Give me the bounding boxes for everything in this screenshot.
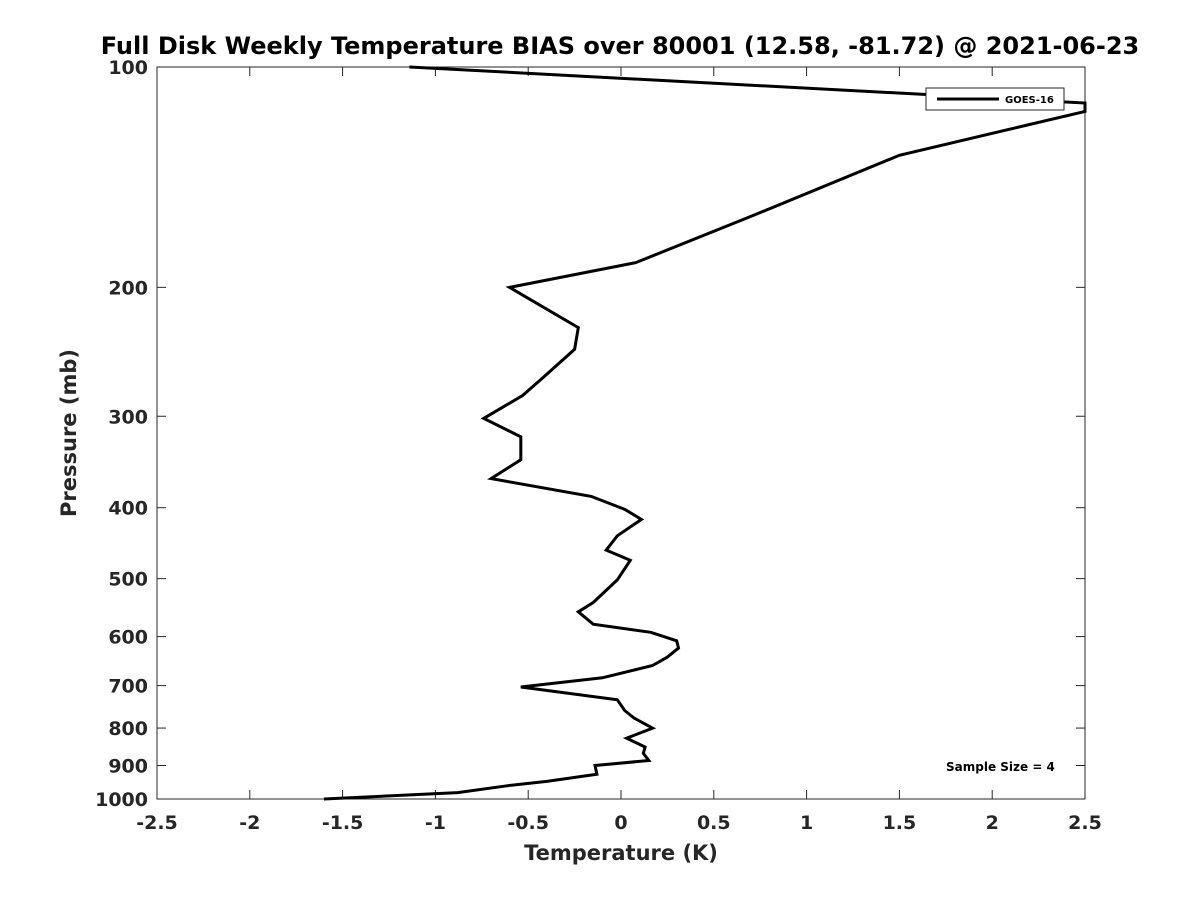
- x-tick-label: 2: [986, 812, 999, 834]
- y-axis-label: Pressure (mb): [57, 349, 81, 517]
- y-tick-label: 200: [108, 277, 148, 299]
- x-tick-label: -1: [425, 812, 446, 834]
- y-tick-label: 300: [108, 406, 148, 428]
- x-tick-label: -2: [239, 812, 260, 834]
- legend: GOES-16: [925, 87, 1065, 111]
- y-tick-label: 400: [108, 498, 148, 520]
- y-tick-label: 900: [108, 756, 148, 778]
- x-tick-label: -1.5: [322, 812, 364, 834]
- y-tick-label: 100: [108, 57, 148, 79]
- y-tick-label: 600: [108, 627, 148, 649]
- x-tick-label: 0: [614, 812, 627, 834]
- series-line-goes-16: [323, 65, 1087, 801]
- x-tick-label: 1.5: [883, 812, 917, 834]
- sample-size-annotation: Sample Size = 4: [946, 760, 1055, 774]
- plot-area: [156, 66, 1086, 800]
- legend-label-goes-16: GOES-16: [1005, 95, 1054, 106]
- x-tick-label: -2.5: [136, 812, 178, 834]
- x-tick-label: 0.5: [697, 812, 731, 834]
- x-tick-label: 2.5: [1068, 812, 1102, 834]
- x-axis: -2.5 -2 -1.5 -1 -0.5 0 0.5 1 1.5 2 2.5: [136, 67, 1102, 834]
- y-tick-label: 500: [108, 569, 148, 591]
- series-layer: [323, 65, 1087, 801]
- y-axis: 100 200 300 400 500 600 700 800 900 1000: [95, 57, 1085, 811]
- x-tick-label: -0.5: [507, 812, 549, 834]
- x-tick-label: 1: [800, 812, 813, 834]
- chart-title: Full Disk Weekly Temperature BIAS over 8…: [101, 32, 1140, 60]
- y-tick-label: 700: [108, 676, 148, 698]
- x-axis-label: Temperature (K): [524, 841, 718, 865]
- y-tick-label: 800: [108, 718, 148, 740]
- y-tick-label: 1000: [95, 789, 148, 811]
